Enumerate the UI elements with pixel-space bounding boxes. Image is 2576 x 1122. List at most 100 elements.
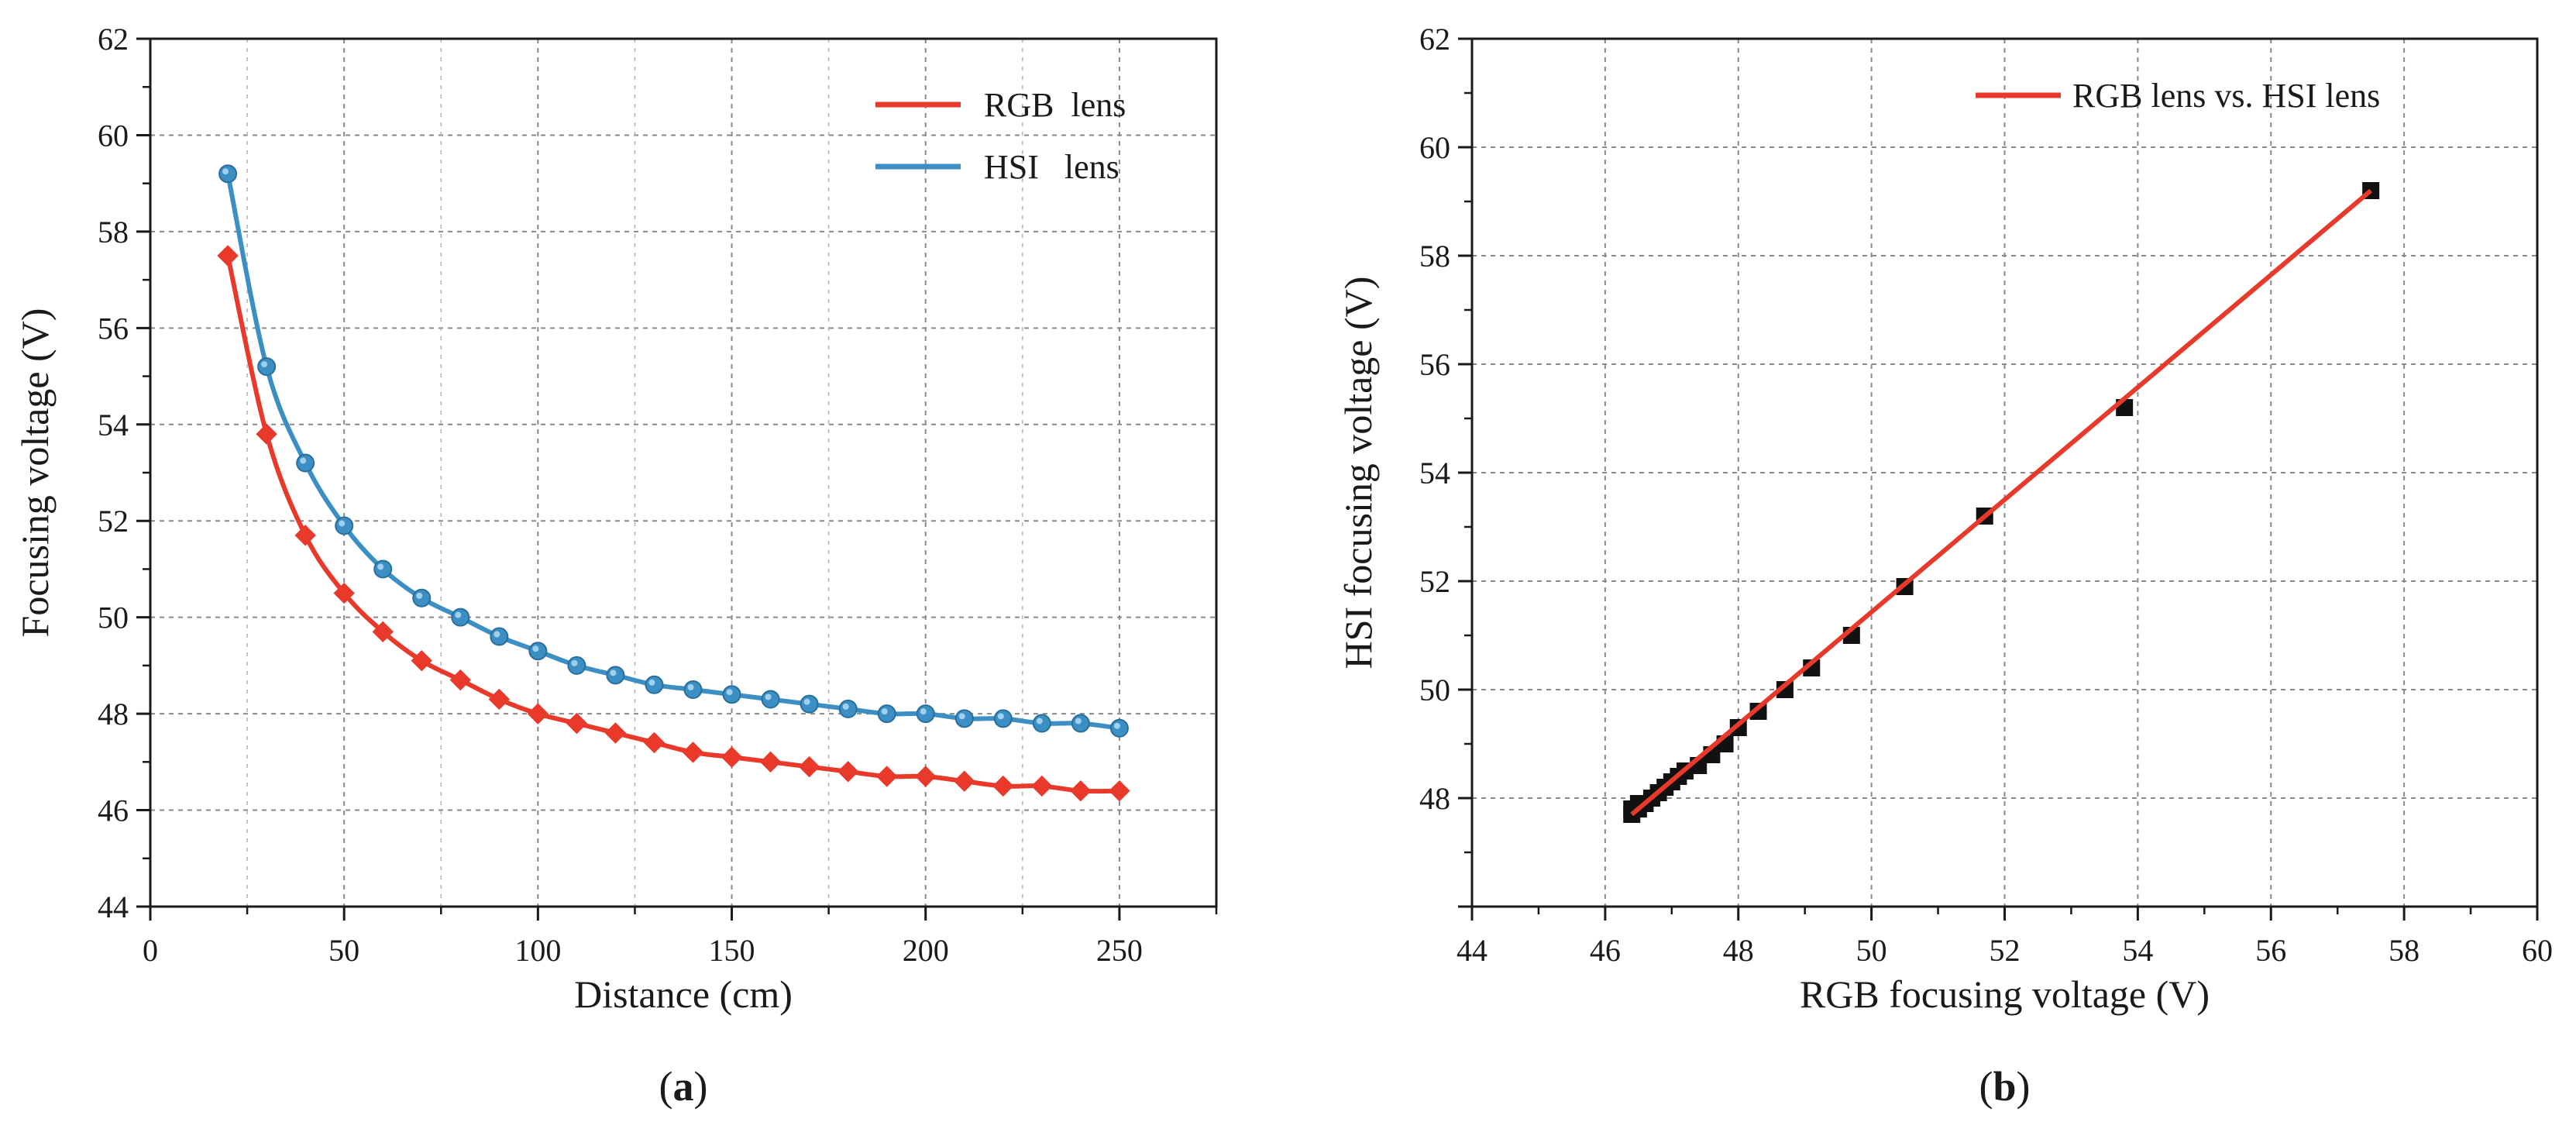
data-point-hsi-highlight xyxy=(571,659,578,666)
data-point-hsi xyxy=(335,516,354,535)
fit-line xyxy=(1630,188,2373,817)
x-tick-label: 50 xyxy=(1856,933,1887,968)
chart-panel-b: 44 46 48 50 52 54 56 58 60 48 50 52 54 56 58 60 62 RGB fo… xyxy=(1336,22,2553,1110)
data-point xyxy=(1749,703,1767,720)
panel-label-paren-close: ) xyxy=(694,1063,708,1110)
data-point-hsi-highlight xyxy=(842,703,849,710)
data-point-hsi xyxy=(683,680,703,699)
data-point-rgb xyxy=(798,755,820,778)
y-tick-label: 44 xyxy=(98,890,129,924)
data-point-hsi xyxy=(1032,714,1051,733)
y-tick-label: 60 xyxy=(1419,130,1450,165)
data-point-hsi-highlight xyxy=(1113,722,1120,729)
data-point-hsi xyxy=(1071,714,1090,733)
data-point-rgb xyxy=(954,770,975,792)
data-point-hsi-highlight xyxy=(494,631,500,638)
data-point-rgb xyxy=(488,688,511,711)
data-point-rgb xyxy=(604,722,627,744)
panel-label-paren-close: ) xyxy=(2017,1063,2031,1110)
data-point-rgb xyxy=(372,621,394,643)
data-point-hsi-highlight xyxy=(532,645,539,652)
y-axis-title: HSI focusing voltage (V) xyxy=(1336,277,1380,669)
panel-label: (b) xyxy=(1979,1063,2030,1110)
data-point-hsi-highlight xyxy=(377,563,384,570)
data-point-rgb xyxy=(1070,780,1092,802)
data-point xyxy=(1776,681,1794,698)
data-point-hsi xyxy=(954,709,974,728)
data-point-rgb xyxy=(837,761,859,783)
panel-label: (a) xyxy=(659,1063,708,1110)
data-point-hsi-highlight xyxy=(1036,718,1043,724)
data-point-hsi-highlight xyxy=(648,679,655,686)
y-tick-label: 52 xyxy=(98,504,129,539)
data-point-hsi xyxy=(567,656,586,675)
x-tick-label: 50 xyxy=(328,933,359,968)
data-point-hsi xyxy=(606,666,625,685)
y-tick-label: 58 xyxy=(98,215,129,250)
y-axis-title: Focusing voltage (V) xyxy=(13,308,57,638)
data-point-rgb xyxy=(333,582,355,604)
x-tick-label: 150 xyxy=(709,933,755,968)
data-point-rgb xyxy=(294,525,316,546)
data-point-hsi xyxy=(373,559,393,579)
data-point-hsi xyxy=(877,704,896,724)
y-tick-label: 62 xyxy=(98,22,129,57)
data-point-hsi-highlight xyxy=(687,684,694,690)
data-point-rgb xyxy=(643,731,665,754)
data-point-rgb xyxy=(566,712,588,735)
data-point-hsi xyxy=(993,709,1013,728)
data-point-hsi-highlight xyxy=(261,361,268,368)
data-point-hsi xyxy=(528,642,548,661)
y-tick-label: 50 xyxy=(98,601,129,635)
x-tick-label: 56 xyxy=(2255,933,2286,968)
data-point-hsi-highlight xyxy=(765,694,772,700)
data-point-hsi xyxy=(1109,718,1129,738)
panel-label-paren-open: ( xyxy=(659,1063,673,1110)
y-tick-label: 46 xyxy=(98,793,129,828)
data-point-rgb xyxy=(217,245,239,267)
x-tick-label: 100 xyxy=(514,933,561,968)
data-point-hsi xyxy=(761,690,780,709)
x-tick-label: 54 xyxy=(2122,933,2153,968)
y-tick-label: 54 xyxy=(98,408,129,442)
x-axis-title: RGB focusing voltage (V) xyxy=(1800,972,2210,1016)
data-point-rgb xyxy=(256,423,277,445)
x-tick-label: 58 xyxy=(2389,933,2420,968)
series-line-hsi xyxy=(225,173,1120,731)
data-point-rgb xyxy=(1109,780,1130,802)
data-point-hsi-highlight xyxy=(416,592,423,599)
x-tick-label: 60 xyxy=(2522,933,2553,968)
y-tick-label: 48 xyxy=(1419,781,1450,816)
data-point-hsi xyxy=(451,607,470,627)
y-tick-label: 52 xyxy=(1419,564,1450,599)
data-point-hsi xyxy=(916,704,935,724)
legend-label: RGB lens vs. HSI lens xyxy=(2072,77,2380,115)
data-point-hsi xyxy=(645,675,664,694)
data-point-rgb xyxy=(449,669,471,691)
x-tick-label: 0 xyxy=(143,933,158,968)
y-tick-label: 62 xyxy=(1419,22,1450,57)
y-tick-label: 56 xyxy=(1419,347,1450,382)
x-tick-label: 46 xyxy=(1590,933,1621,968)
data-point-hsi xyxy=(218,164,238,184)
data-point-hsi xyxy=(296,453,315,473)
x-tick-label: 200 xyxy=(903,933,949,968)
data-point-hsi-highlight xyxy=(881,708,888,715)
y-tick-label: 54 xyxy=(1419,456,1450,490)
data-point-hsi xyxy=(838,699,858,718)
panel-label-letter: b xyxy=(1993,1063,2016,1110)
data-point-hsi-highlight xyxy=(1075,718,1082,724)
data-point-hsi-highlight xyxy=(222,168,229,175)
panel-label-paren-open: ( xyxy=(1979,1063,1993,1110)
data-point-hsi xyxy=(800,694,819,714)
x-tick-label: 250 xyxy=(1096,933,1143,968)
data-point-hsi xyxy=(722,685,741,704)
x-tick-label: 44 xyxy=(1457,933,1487,968)
data-point-hsi-highlight xyxy=(920,708,927,715)
y-tick-label: 50 xyxy=(1419,673,1450,707)
x-axis-title: Distance (cm) xyxy=(574,972,793,1016)
panel-label-letter: a xyxy=(673,1063,694,1110)
data-point-hsi-highlight xyxy=(803,698,810,705)
data-point-hsi-highlight xyxy=(958,713,965,720)
y-tick-label: 56 xyxy=(98,311,129,346)
